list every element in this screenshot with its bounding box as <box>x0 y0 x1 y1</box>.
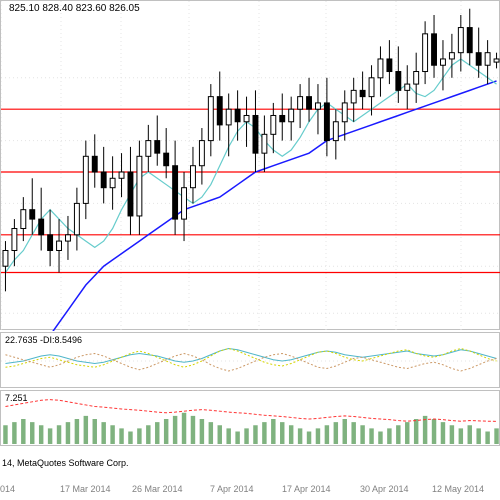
atr-label: 7.251 <box>5 393 28 403</box>
x-axis-label: 17 Apr 2014 <box>282 484 331 494</box>
ohlc-readout: 825.10 828.40 823.60 826.05 <box>9 3 140 14</box>
x-axis-label: 12 May 2014 <box>432 484 484 494</box>
x-axis-label: 26 Mar 2014 <box>132 484 183 494</box>
x-axis-labels: 014 17 Mar 2014 26 Mar 2014 7 Apr 2014 17 Ap… <box>0 478 500 494</box>
price-panel[interactable]: 825.10 828.40 823.60 826.05 <box>0 0 500 330</box>
atr-svg <box>1 391 500 447</box>
price-chart-svg <box>1 1 500 331</box>
adx-label: 22.7635 -DI:8.5496 <box>5 335 82 345</box>
copyright-text: 14, MetaQuotes Software Corp. <box>2 458 129 468</box>
adx-panel[interactable]: 22.7635 -DI:8.5496 <box>0 332 500 388</box>
x-axis: 14, MetaQuotes Software Corp. 014 17 Mar … <box>0 450 500 500</box>
x-axis-label: 014 <box>0 484 15 494</box>
x-axis-label: 7 Apr 2014 <box>210 484 254 494</box>
x-axis-label: 17 Mar 2014 <box>60 484 111 494</box>
chart-container: 825.10 828.40 823.60 826.05 22.7635 -DI:… <box>0 0 500 500</box>
atr-panel[interactable]: 7.251 <box>0 390 500 446</box>
x-axis-label: 30 Apr 2014 <box>360 484 409 494</box>
